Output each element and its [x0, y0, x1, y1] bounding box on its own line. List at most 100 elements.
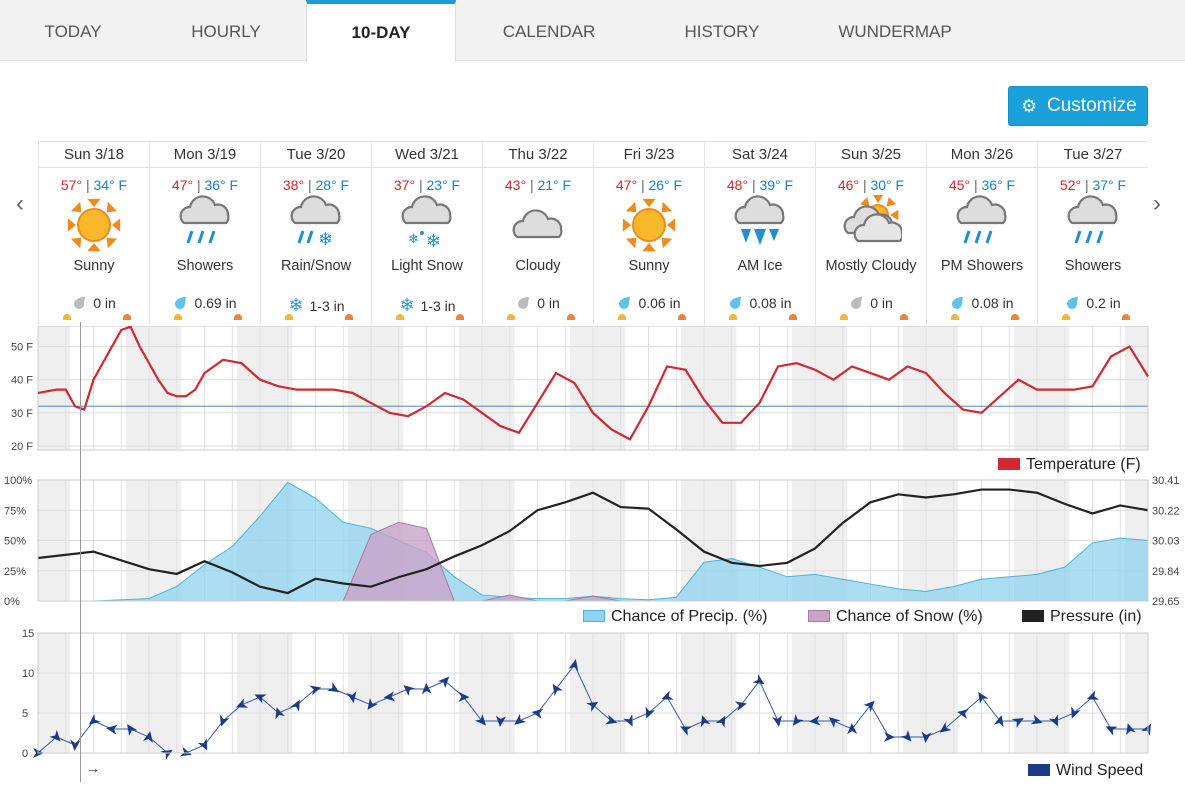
night-band [125, 326, 149, 450]
low-temp: 28° F [315, 177, 350, 193]
precip-amount: 0.69 in [194, 295, 237, 311]
y-tick-label-left: 75% [4, 505, 26, 517]
pressure-legend: Pressure (in) [1022, 608, 1142, 626]
rain-icon [179, 195, 230, 244]
low-temp: 21° F [537, 177, 572, 193]
condition-icon [705, 195, 815, 257]
sunrise-icon [396, 314, 404, 320]
day-condition: AM Ice [737, 258, 783, 274]
day-column[interactable]: Sun 3/25 46° | 30° F Mostly Cloudy 0 in [815, 141, 926, 325]
wind-legend-label: Wind Speed [1056, 762, 1144, 779]
day-column[interactable]: Sat 3/24 48° | 39° F AM Ice 0.08 in [704, 141, 815, 325]
pressure-swatch [1022, 610, 1044, 622]
temperature-line [37, 326, 1149, 441]
customize-label: Customize [1047, 95, 1137, 116]
precip-amount: 0 in [870, 295, 893, 311]
tab-hourly[interactable]: HOURLY [191, 22, 261, 41]
wind-arrow-mark [939, 721, 952, 733]
tab-history[interactable]: HISTORY [684, 22, 760, 41]
wind-arrow-mark [568, 659, 579, 671]
raindrop-icon [619, 297, 631, 309]
wind-arrow-mark [403, 685, 416, 697]
day-date: Tue 3/27 [1038, 141, 1148, 168]
chevron-right-icon[interactable]: › [1153, 190, 1161, 217]
low-temp: 39° F [759, 177, 794, 193]
high-temp: 45° [948, 177, 971, 193]
night-band [593, 633, 626, 753]
wind-arrow-mark [792, 713, 804, 726]
wind-arrow-mark [772, 715, 783, 727]
wind-arrow-mark [809, 715, 821, 726]
sunset-icon [234, 314, 242, 320]
y-tick-label: 50 F [11, 342, 33, 354]
day-column[interactable]: Fri 3/23 47° | 26° F Sunny 0.06 in [593, 141, 704, 325]
wind-arrow-mark [605, 714, 618, 725]
wind-arrow-mark [346, 691, 357, 703]
tab-today[interactable]: TODAY [44, 22, 102, 41]
low-temp: 37° F [1092, 177, 1127, 193]
day-column[interactable]: Tue 3/27 52° | 37° F Showers 0.2 in [1037, 141, 1148, 325]
night-band [1124, 633, 1148, 753]
condition-icon [816, 194, 926, 257]
raindrop-icon [175, 297, 187, 309]
day-column[interactable]: Mon 3/26 45° | 36° F PM Showers 0.08 in [926, 141, 1037, 325]
wind-arrow-mark [235, 698, 249, 708]
condition-icon [483, 195, 593, 257]
day-column[interactable]: Tue 3/20 38° | 28° F ❄ Rain/Snow ❄ 1-3 in [260, 141, 371, 325]
y-tick-label-left: 50% [4, 536, 26, 548]
day-column[interactable]: Wed 3/21 37° | 23° F ❄ ❄ Light Snow ❄ 1-3 … [371, 141, 482, 325]
night-band [926, 633, 959, 753]
high-temp: 37° [393, 177, 416, 193]
tab-wundermap[interactable]: WUNDERMAP [838, 22, 952, 41]
chevron-left-icon[interactable]: ‹ [16, 190, 24, 217]
wind-arrow-mark [715, 715, 726, 728]
precip-amount: 1-3 in [309, 298, 345, 314]
y-tick-label: 20 F [11, 441, 33, 453]
wind-arrow-mark [421, 683, 432, 695]
night-band [569, 326, 593, 450]
pressure-legend-label: Pressure (in) [1050, 608, 1142, 625]
wind-arrow-mark [900, 729, 912, 742]
wind-arrow-mark [921, 731, 932, 743]
day-temps: 52° | 37° F [1059, 177, 1127, 193]
high-temp: 57° [60, 177, 83, 193]
cloud-icon [512, 209, 563, 239]
y-tick-label-right: 29.65 [1152, 596, 1180, 608]
condition-icon: ❄ [261, 195, 371, 257]
wind-arrow-mark [495, 715, 506, 727]
precip-pressure-chart: 100% 30.41 75% 30.22 50% 30.03 25% 29.84 0% 29.65 [4, 475, 1180, 608]
day-precip: 0.06 in [594, 295, 705, 311]
customize-button[interactable]: ⚙ Customize [1008, 86, 1148, 126]
y-tick-label-right: 30.03 [1152, 536, 1180, 548]
night-band [791, 326, 815, 450]
tab-calendar[interactable]: CALENDAR [502, 22, 596, 41]
day-date: Sat 3/24 [705, 141, 815, 168]
wind-arrow-mark [327, 682, 340, 693]
raindrop-icon [1067, 297, 1079, 309]
tab-10-day[interactable]: 10-DAY [306, 0, 456, 62]
temperature-legend: Temperature (F) [998, 456, 1141, 474]
cursor-line[interactable] [80, 322, 81, 782]
snowflake-icon: ❄ [399, 295, 415, 315]
day-column[interactable]: Thu 3/22 43° | 21° F Cloudy 0 in [482, 141, 593, 325]
sunrise-icon [618, 314, 626, 320]
day-column[interactable]: Sun 3/18 57° | 34° F Sunny 0 in [38, 141, 149, 325]
condition-icon [594, 195, 704, 257]
sunrise-icon [63, 314, 71, 320]
condition-icon [927, 195, 1037, 257]
wind-arrow-mark [1086, 690, 1099, 700]
condition-icon [150, 195, 260, 257]
pressure-line [37, 488, 1149, 595]
day-column[interactable]: Mon 3/19 47° | 36° F Showers 0.69 in [149, 141, 260, 325]
mostly-cloudy-icon [843, 194, 904, 243]
y-tick-label-right: 30.22 [1152, 505, 1180, 517]
day-temps: 47° | 26° F [615, 177, 683, 193]
day-precip: ❄ 1-3 in [372, 295, 483, 316]
day-condition: Showers [176, 258, 234, 274]
sunset-icon [123, 314, 131, 320]
sunrise-icon [285, 314, 293, 320]
plot-frame [37, 632, 1149, 754]
wind-arrow-mark [623, 714, 633, 727]
sunset-icon [567, 314, 575, 320]
day-condition: Rain/Snow [280, 258, 352, 274]
